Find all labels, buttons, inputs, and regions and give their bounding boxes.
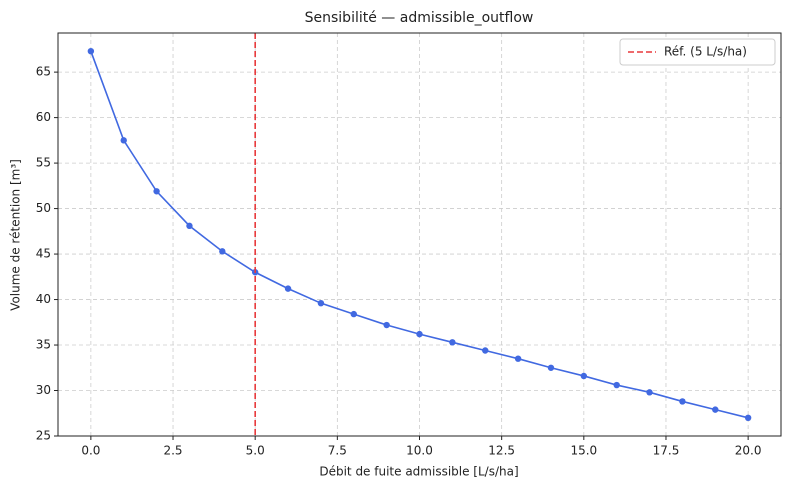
data-point: [383, 321, 390, 329]
x-tick-label: 0.0: [81, 444, 100, 458]
data-point: [679, 398, 686, 405]
y-axis-label: Volume de rétention [m³]: [9, 159, 23, 311]
data-point: [482, 347, 489, 354]
data-point: [219, 248, 226, 255]
data-point: [186, 222, 193, 230]
x-tick-label: 7.5: [328, 444, 347, 458]
x-tick-label: 2.5: [163, 444, 182, 458]
data-point: [120, 137, 127, 144]
plot-frame: [57, 32, 782, 437]
x-tick-label: 5.0: [246, 444, 265, 458]
x-tick-label: 17.5: [653, 444, 680, 458]
x-axis-label: Débit de fuite admissible [L/s/ha]: [319, 465, 518, 479]
y-tick-label: 35: [36, 338, 51, 352]
data-point: [87, 47, 95, 55]
data-point: [514, 355, 522, 362]
y-tick-label: 50: [36, 201, 51, 215]
data-point: [284, 285, 292, 292]
data-point: [646, 389, 653, 396]
x-tick-label: 12.5: [488, 444, 515, 458]
data-point: [350, 310, 357, 318]
y-tick-label: 45: [36, 247, 51, 261]
y-tick-label: 40: [36, 292, 51, 306]
x-tick-label: 20.0: [735, 444, 762, 458]
data-point: [547, 364, 555, 371]
y-tick-label: 30: [36, 383, 51, 397]
y-tick-label: 60: [36, 110, 51, 124]
data-point: [416, 330, 423, 338]
data-point: [613, 381, 620, 389]
data-point: [744, 414, 752, 422]
legend-box: [619, 38, 776, 66]
chart-title: Sensibilité — admissible_outflow: [305, 10, 534, 26]
data-point: [153, 188, 160, 195]
data-point: [580, 372, 588, 380]
legend-label: Réf. (5 L/s/ha): [664, 45, 747, 59]
data-point: [449, 339, 456, 346]
x-tick-label: 15.0: [570, 444, 597, 458]
y-tick-label: 65: [36, 65, 51, 79]
y-tick-label: 55: [36, 156, 51, 170]
data-point: [317, 299, 325, 307]
y-tick-label: 25: [36, 429, 51, 443]
data-point: [712, 406, 719, 413]
x-tick-label: 10.0: [406, 444, 433, 458]
